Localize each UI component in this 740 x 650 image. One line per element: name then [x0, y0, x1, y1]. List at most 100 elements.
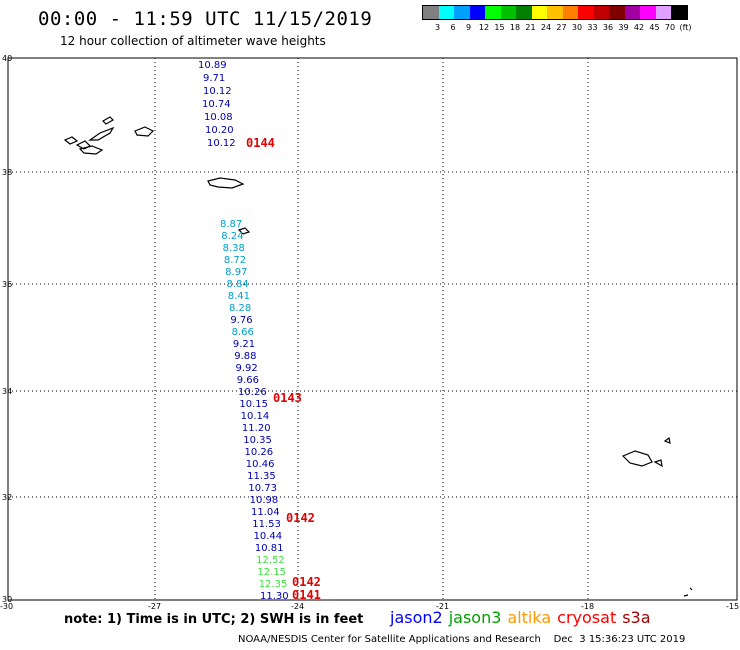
- mission-name: s3a: [622, 608, 651, 627]
- wave-height-reading: 8.38: [223, 243, 245, 254]
- wave-height-reading: 10.73: [248, 483, 277, 494]
- wave-height-reading: 12.35: [259, 579, 288, 590]
- wave-height-reading: 11.20: [242, 423, 271, 434]
- legend-label: 42: [633, 23, 645, 32]
- wave-height-reading: 12.15: [257, 567, 286, 578]
- pass-label: 0141: [292, 588, 321, 602]
- map-frame: [7, 57, 738, 601]
- island-outline: [102, 116, 114, 125]
- x-tick-label: -30: [0, 602, 13, 610]
- island-outline: [621, 450, 653, 467]
- legend-swatch: [500, 6, 516, 19]
- legend-label: 6: [450, 23, 456, 32]
- wave-height-reading: 8.24: [221, 231, 243, 242]
- wave-height-reading: 10.12: [203, 86, 232, 97]
- legend-swatch: [671, 6, 687, 19]
- x-tick-label: -21: [436, 602, 449, 610]
- legend-swatches: [422, 5, 688, 20]
- island-outline: [683, 594, 689, 597]
- pass-labels: 0144 0143 0142 0142 0141: [246, 136, 321, 602]
- legend-swatch: [655, 6, 671, 19]
- wave-height-reading: 8.41: [228, 291, 250, 302]
- pass-label: 0142: [286, 511, 315, 525]
- y-tick-label: 40: [2, 54, 12, 63]
- wave-height-reading: 9.71: [203, 73, 225, 84]
- island-outline: [134, 126, 155, 137]
- wave-height-reading: 12.52: [256, 555, 285, 566]
- footer-note: note: 1) Time is in UTC; 2) SWH is in fe…: [64, 612, 364, 627]
- legend-swatch: [593, 6, 609, 19]
- mission-legend: jason2 jason3 altika cryosat s3a: [390, 608, 657, 627]
- island-outline: [237, 227, 251, 235]
- legend-swatch: [454, 6, 470, 19]
- wave-height-reading: 10.14: [241, 411, 270, 422]
- wave-height-reading: 9.66: [237, 375, 259, 386]
- credit-line: NOAA/NESDIS Center for Satellite Applica…: [238, 634, 686, 645]
- wave-height-map: -30 -27 -24 -21 -18 -15 40 38 36 34 32 3…: [0, 54, 739, 610]
- island-outline: [63, 136, 79, 145]
- wave-height-reading: 10.89: [198, 60, 227, 71]
- wave-height-reading: 9.76: [230, 315, 252, 326]
- mission-name: altika: [507, 608, 552, 627]
- island-outline: [88, 126, 115, 141]
- wave-height-reading: 10.44: [254, 531, 283, 542]
- wave-height-reading: 10.46: [246, 459, 275, 470]
- wave-height-reading: 10.08: [204, 112, 233, 123]
- wave-height-reading: 8.87: [220, 219, 242, 230]
- wave-height-reading: 10.74: [202, 99, 231, 110]
- legend-label: 15: [494, 23, 505, 32]
- wave-height-reading: 11.35: [247, 471, 276, 482]
- island-outline: [78, 145, 104, 155]
- wave-height-reading: 9.88: [234, 351, 256, 362]
- wave-height-reading: 8.72: [224, 255, 246, 266]
- legend-label: 30: [571, 23, 583, 32]
- wave-height-reading: 11.30: [260, 591, 289, 602]
- y-tick-label: 38: [2, 168, 12, 177]
- legend-labels: 3 6 9 12 15 18 21 24 27 30 33 36 39 42 45 70 (ft): [422, 20, 692, 34]
- legend-label: (ft): [679, 23, 692, 32]
- legend-label: 39: [618, 23, 629, 32]
- legend-swatch: [547, 6, 563, 19]
- wave-height-reading: 8.66: [232, 327, 254, 338]
- legend-swatch: [562, 6, 578, 19]
- legend-label: 70: [664, 23, 676, 32]
- wave-height-reading: 10.12: [207, 138, 236, 149]
- wave-height-reading: 10.26: [245, 447, 274, 458]
- mission-name: jason2: [390, 608, 443, 627]
- y-tick-label: 36: [2, 280, 12, 289]
- legend-swatch: [438, 6, 454, 19]
- wave-height-reading: 10.26: [238, 387, 267, 398]
- wave-height-reading: 8.28: [229, 303, 251, 314]
- wave-height-reading: 10.98: [250, 495, 279, 506]
- legend-label: 24: [540, 23, 552, 32]
- wave-height-reading: 10.35: [243, 435, 272, 446]
- legend-label: 36: [602, 23, 614, 32]
- wave-height-reading: 10.20: [205, 125, 234, 136]
- wave-height-reading: 10.81: [255, 543, 284, 554]
- legend-swatch: [624, 6, 640, 19]
- x-tick-label: -18: [581, 602, 594, 610]
- map-subtitle: 12 hour collection of altimeter wave hei…: [60, 34, 326, 48]
- wave-height-reading: 8.97: [225, 267, 247, 278]
- legend-swatch: [578, 6, 594, 19]
- y-tick-label: 34: [2, 387, 12, 396]
- legend-swatch: [640, 6, 656, 19]
- legend-swatch: [485, 6, 501, 19]
- legend-label: 45: [649, 23, 660, 32]
- x-tick-label: -15: [726, 602, 739, 610]
- legend-swatch: [609, 6, 625, 19]
- legend-label: 18: [509, 23, 521, 32]
- coastlines: [63, 116, 693, 597]
- pass-label: 0144: [246, 136, 275, 150]
- legend-label: 12: [478, 23, 490, 32]
- mission-name: jason3: [448, 608, 502, 627]
- island-outline: [653, 459, 663, 468]
- wave-readings: 10.899.7110.1210.7410.0810.2010.128.878.…: [198, 60, 289, 602]
- island-outline: [663, 436, 671, 444]
- island-outline: [689, 587, 693, 591]
- legend-swatch: [516, 6, 532, 19]
- wave-height-reading: 10.15: [239, 399, 268, 410]
- legend-swatch: [469, 6, 485, 19]
- legend-label: 21: [525, 23, 536, 32]
- legend-label: 3: [434, 23, 441, 32]
